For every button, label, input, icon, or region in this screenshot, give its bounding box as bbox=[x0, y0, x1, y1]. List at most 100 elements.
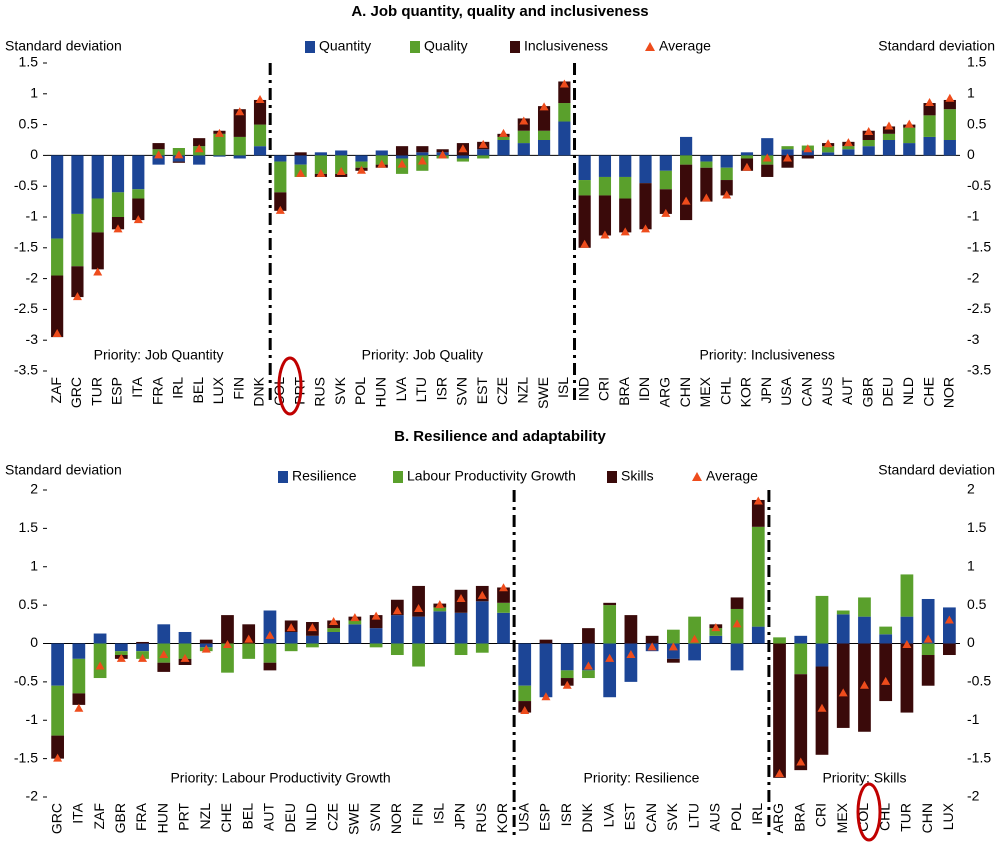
bar-segment bbox=[598, 195, 612, 236]
bar-segment bbox=[836, 643, 850, 728]
x-tick-label: ISR bbox=[433, 377, 449, 400]
x-tick-label: AUT bbox=[261, 803, 277, 831]
bar-segment bbox=[475, 601, 489, 644]
average-marker bbox=[214, 128, 224, 137]
bar-segment bbox=[136, 641, 149, 644]
average-marker bbox=[329, 617, 339, 626]
x-tick-label: TUR bbox=[88, 377, 104, 406]
bar-segment bbox=[836, 610, 850, 615]
bar-segment bbox=[71, 155, 84, 214]
x-tick-label: GBR bbox=[859, 377, 875, 407]
average-marker bbox=[52, 329, 62, 338]
bar-segment bbox=[882, 133, 896, 140]
y-tick-label: 1.5 bbox=[967, 519, 987, 535]
y-tick-label: 0 bbox=[30, 146, 38, 162]
x-tick-label: USA bbox=[515, 802, 531, 831]
x-tick-label: ITA bbox=[70, 802, 86, 823]
bar-segment bbox=[842, 146, 855, 150]
bar-segment bbox=[178, 643, 192, 659]
x-tick-label: ZAF bbox=[48, 377, 64, 403]
average-marker bbox=[113, 224, 123, 233]
average-marker bbox=[701, 193, 711, 202]
average-marker bbox=[562, 680, 572, 689]
x-tick-label: AUS bbox=[707, 803, 723, 832]
bar-segment bbox=[454, 612, 468, 644]
bar-segment bbox=[680, 136, 693, 156]
bar-segment bbox=[369, 643, 383, 648]
x-tick-label: LVA bbox=[393, 376, 409, 401]
bar-segment bbox=[680, 155, 693, 165]
x-tick-label: KOR bbox=[494, 803, 510, 833]
y-tick-label: 1.5 bbox=[19, 519, 39, 535]
bar-segment bbox=[518, 643, 532, 686]
average-marker bbox=[668, 642, 678, 651]
y-tick-label: -1.5 bbox=[14, 239, 38, 255]
x-tick-label: SVN bbox=[367, 803, 383, 832]
bar-segment bbox=[242, 643, 256, 659]
average-marker bbox=[753, 496, 763, 505]
legend-label: Resilience bbox=[292, 468, 357, 484]
bar-segment bbox=[900, 574, 914, 617]
y-tick-label: 0.5 bbox=[19, 115, 39, 131]
bar-segment bbox=[375, 150, 388, 156]
bar-segment bbox=[537, 130, 551, 140]
average-marker bbox=[583, 661, 593, 670]
average-marker bbox=[478, 139, 488, 148]
average-marker bbox=[902, 640, 912, 649]
bar-segment bbox=[740, 152, 754, 156]
x-tick-label: ITA bbox=[129, 376, 145, 397]
bar-segment bbox=[369, 628, 383, 644]
average-marker bbox=[499, 128, 508, 137]
average-marker bbox=[201, 644, 211, 653]
average-marker bbox=[944, 615, 954, 624]
bar-segment bbox=[327, 631, 341, 644]
bar-segment bbox=[93, 633, 107, 644]
bar-segment bbox=[213, 133, 226, 156]
bar-segment bbox=[836, 614, 850, 644]
y-tick-label: 2 bbox=[30, 481, 38, 497]
x-tick-label: NLD bbox=[303, 803, 319, 831]
average-marker bbox=[742, 162, 752, 171]
average-marker bbox=[559, 79, 569, 88]
bar-segment bbox=[274, 161, 287, 193]
bar-segment bbox=[91, 198, 104, 233]
legend-marker bbox=[692, 472, 702, 481]
bar-segment bbox=[923, 115, 936, 137]
bar-segment bbox=[497, 136, 510, 140]
bar-segment bbox=[619, 155, 632, 177]
y-tick-label: -2 bbox=[26, 269, 39, 285]
x-tick-label: SWE bbox=[346, 803, 362, 835]
y-tick-label: -1.5 bbox=[967, 239, 991, 255]
y-tick-label: 0 bbox=[30, 634, 38, 650]
bar-segment bbox=[71, 266, 84, 298]
bar-segment bbox=[51, 238, 64, 276]
x-tick-label: BEL bbox=[190, 377, 206, 404]
bar-segment bbox=[603, 605, 617, 644]
bar-segment bbox=[582, 643, 595, 671]
average-marker bbox=[600, 230, 610, 239]
bar-segment bbox=[221, 615, 234, 644]
bar-segment bbox=[477, 155, 490, 159]
priority-label: Priority: Skills bbox=[822, 770, 906, 786]
bar-segment bbox=[412, 585, 425, 617]
average-marker bbox=[499, 583, 508, 592]
bar-segment bbox=[412, 643, 425, 667]
bar-segment bbox=[858, 597, 871, 617]
y-tick-label: -1 bbox=[26, 711, 39, 727]
bar-segment bbox=[395, 146, 409, 156]
x-tick-label: PRT bbox=[291, 377, 307, 405]
bar-segment bbox=[801, 155, 814, 159]
bar-segment bbox=[943, 607, 956, 644]
average-marker bbox=[925, 98, 935, 107]
bar-segment bbox=[72, 658, 86, 694]
x-tick-label: CRI bbox=[596, 377, 612, 401]
bar-segment bbox=[666, 643, 680, 659]
x-tick-label: DNK bbox=[251, 376, 267, 406]
legend-swatch bbox=[305, 41, 315, 53]
bar-segment bbox=[560, 643, 574, 671]
x-tick-label: ESP bbox=[537, 803, 553, 831]
average-marker bbox=[859, 680, 869, 689]
bar-segment bbox=[700, 155, 713, 162]
bar-segment bbox=[688, 616, 701, 644]
average-marker bbox=[397, 159, 407, 168]
